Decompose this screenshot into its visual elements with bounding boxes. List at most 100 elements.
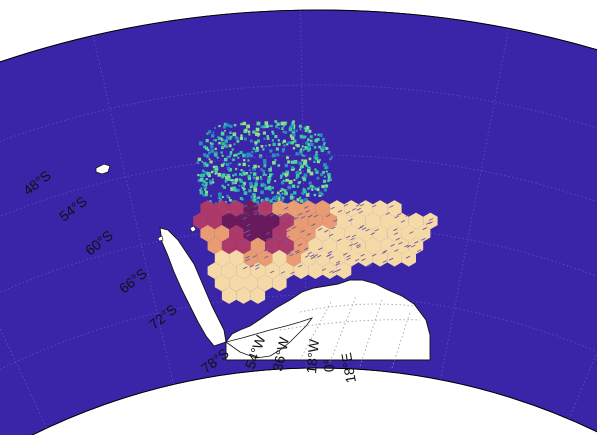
speckle-point <box>295 152 299 156</box>
speckle-point <box>255 148 259 152</box>
hexbin-cell <box>315 249 330 267</box>
speckle-point <box>293 129 296 132</box>
speckle-point <box>322 171 325 174</box>
speckle-point <box>327 179 330 182</box>
speckle-point <box>299 171 302 174</box>
track-mark <box>253 212 258 216</box>
track-mark <box>328 233 334 237</box>
track-mark <box>365 228 370 232</box>
track-mark <box>354 258 360 262</box>
speckle-point <box>278 193 282 198</box>
speckle-point <box>252 193 255 196</box>
speckle-point <box>253 184 257 188</box>
speckle-point <box>212 165 216 169</box>
speckle-point <box>224 130 226 132</box>
speckle-point <box>314 156 319 161</box>
speckle-point <box>293 191 297 195</box>
speckle-point <box>285 121 288 124</box>
speckle-point <box>322 139 324 142</box>
track-mark <box>242 216 247 220</box>
speckle-point <box>260 176 262 178</box>
track-mark <box>283 206 289 210</box>
speckle-point <box>287 185 291 190</box>
hexbin-cell <box>193 212 208 230</box>
speckle-point <box>223 122 227 126</box>
speckle-point <box>232 158 235 162</box>
speckle-point <box>283 189 287 193</box>
speckle-point <box>232 186 236 190</box>
speckle-point <box>251 151 254 154</box>
speckle-point <box>254 150 257 153</box>
track-mark <box>293 216 299 220</box>
track-mark <box>385 212 391 216</box>
speckle-point <box>302 148 305 151</box>
speckle-point <box>241 184 245 188</box>
speckle-point <box>311 188 314 191</box>
hexbin-cell <box>351 212 366 230</box>
speckle-point <box>204 171 208 175</box>
speckle-point <box>282 139 286 143</box>
track-mark <box>245 258 250 262</box>
speckle-point <box>199 191 203 195</box>
speckle-point <box>281 126 284 130</box>
speckle-point <box>233 123 237 127</box>
track-mark <box>337 238 342 242</box>
track-mark <box>335 262 340 266</box>
track-mark <box>273 233 278 237</box>
speckle-point <box>284 179 287 183</box>
track-mark <box>372 253 377 257</box>
hexbin-cell <box>229 274 244 292</box>
track-mark <box>372 204 377 208</box>
hexbin-cell <box>322 237 337 255</box>
speckle-point <box>320 173 324 177</box>
speckle-point <box>240 122 243 126</box>
speckle-point <box>246 152 250 156</box>
track-mark <box>405 255 411 259</box>
track-mark <box>269 213 275 217</box>
speckle-point <box>290 166 294 169</box>
speckle-point <box>254 182 258 187</box>
speckle-point <box>214 172 217 175</box>
speckle-point <box>297 181 301 185</box>
speckle-point <box>271 139 274 142</box>
speckle-point <box>323 175 326 178</box>
track-mark <box>253 204 259 208</box>
speckle-point <box>233 143 236 146</box>
track-mark <box>343 203 349 207</box>
track-mark <box>304 205 309 209</box>
speckle-point <box>304 198 308 202</box>
speckle-point <box>236 140 240 143</box>
track-mark <box>348 243 354 247</box>
hexbin-cell <box>257 274 273 292</box>
speckle-point <box>253 188 258 192</box>
speckle-point <box>284 123 287 126</box>
speckle-point <box>305 125 310 130</box>
speckle-point <box>228 144 232 148</box>
hexbin-cell <box>229 249 244 267</box>
speckle-point <box>220 138 224 142</box>
speckle-point <box>203 171 206 174</box>
hexbin-cell <box>250 237 266 255</box>
speckle-point <box>285 170 290 175</box>
speckle-point <box>318 145 321 149</box>
speckle-point <box>248 133 251 136</box>
speckle-point <box>221 142 225 146</box>
speckle-point <box>249 181 253 186</box>
speckle-point <box>291 141 294 145</box>
track-mark <box>280 271 286 274</box>
speckle-point <box>255 200 260 205</box>
speckle-point <box>278 127 280 130</box>
track-mark <box>304 254 310 258</box>
track-mark <box>304 247 309 251</box>
speckle-point <box>300 148 303 151</box>
speckle-point <box>271 173 274 175</box>
track-mark <box>367 264 372 268</box>
hexbin-cell <box>279 237 294 255</box>
hexbin-cell <box>401 249 416 267</box>
speckle-point <box>299 181 302 183</box>
track-mark <box>318 247 323 251</box>
track-mark <box>331 226 336 230</box>
track-mark <box>265 237 271 241</box>
map-frame <box>0 9 597 435</box>
track-mark <box>310 256 316 260</box>
